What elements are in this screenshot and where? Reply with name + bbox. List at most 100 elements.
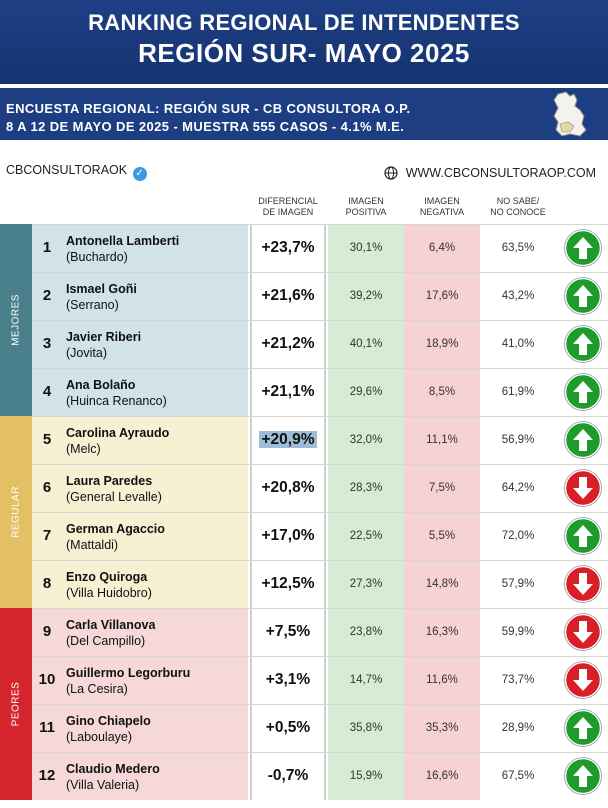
rank-number: 9 xyxy=(42,623,52,640)
mayor-name: German Agaccio xyxy=(66,522,165,536)
group-band-regular xyxy=(0,416,32,608)
rank-number: 1 xyxy=(42,239,52,256)
mayor-name: Guillermo Legorburu xyxy=(66,666,191,680)
row-background xyxy=(32,704,248,752)
row-separator xyxy=(32,656,608,657)
image-differential: +21,1% xyxy=(250,368,326,416)
brand-handle: CBCONSULTORAOK ✓ xyxy=(6,163,147,181)
row-background xyxy=(32,656,248,704)
col-header-diff-line2: DE IMAGEN xyxy=(262,207,314,217)
trend-up-arrow-icon xyxy=(564,325,602,363)
table-row: 8 Enzo Quiroga (Villa Huidobro) +12,5% 27,3%… xyxy=(32,560,608,608)
dont-know: 72,0% xyxy=(480,512,556,560)
col-header-pos: IMAGEN POSITIVA xyxy=(328,196,404,218)
group-label: REGULAR xyxy=(0,416,32,608)
image-differential-value: +21,1% xyxy=(261,383,315,400)
negative-image: 7,5% xyxy=(404,464,480,512)
negative-image: 11,6% xyxy=(404,656,480,704)
positive-image: 40,1% xyxy=(328,320,404,368)
negative-image: 17,6% xyxy=(404,272,480,320)
image-differential: +3,1% xyxy=(250,656,326,704)
row-background xyxy=(32,560,248,608)
rank-number: 11 xyxy=(39,719,55,736)
mayor-town: (Villa Valeria) xyxy=(66,778,140,792)
row-background xyxy=(32,224,248,272)
col-header-pos-line2: POSITIVA xyxy=(345,207,387,217)
negative-image: 8,5% xyxy=(404,368,480,416)
col-header-ns-line1: NO SABE/ xyxy=(496,196,540,206)
rank-number: 4 xyxy=(42,383,52,400)
image-differential: +0,5% xyxy=(250,704,326,752)
rank-number: 3 xyxy=(42,335,52,352)
dont-know: 67,5% xyxy=(480,752,556,800)
positive-image: 29,6% xyxy=(328,368,404,416)
negative-image: 5,5% xyxy=(404,512,480,560)
row-separator xyxy=(32,320,608,321)
rank-number: 2 xyxy=(42,287,52,304)
survey-title: ENCUESTA REGIONAL: REGIÓN SUR - CB CONSU… xyxy=(6,101,411,116)
row-background xyxy=(32,272,248,320)
table-row: 6 Laura Paredes (General Levalle) +20,8% 28,… xyxy=(32,464,608,512)
dont-know: 64,2% xyxy=(480,464,556,512)
trend-up-arrow-icon xyxy=(564,373,602,411)
negative-image: 6,4% xyxy=(404,224,480,272)
negative-image: 16,3% xyxy=(404,608,480,656)
table-row: 4 Ana Bolaño (Huinca Renanco) +21,1% 29,6% 8,… xyxy=(32,368,608,416)
trend-down-arrow-icon xyxy=(564,565,602,603)
brand-website: WWW.CBCONSULTORAOP.COM xyxy=(384,166,596,180)
group-label-text: REGULAR xyxy=(10,486,22,538)
mayor-town: (Laboulaye) xyxy=(66,730,133,744)
dont-know: 63,5% xyxy=(480,224,556,272)
trend-up-arrow-icon xyxy=(564,421,602,459)
image-differential-value: +12,5% xyxy=(261,575,315,592)
row-separator xyxy=(32,464,608,465)
mayor-town: (General Levalle) xyxy=(66,490,162,504)
table-row: 10 Guillermo Legorburu (La Cesira) +3,1% 14,… xyxy=(32,656,608,704)
dont-know: 61,9% xyxy=(480,368,556,416)
mayor-town: (Buchardo) xyxy=(66,250,128,264)
image-differential-value: +20,9% xyxy=(259,431,317,448)
rank-number: 12 xyxy=(38,767,56,784)
col-header-diff-line1: DIFERENCIAL xyxy=(258,196,318,206)
col-header-ns: NO SABE/ NO CONOCE xyxy=(480,196,556,218)
positive-image: 27,3% xyxy=(328,560,404,608)
row-separator xyxy=(32,272,608,273)
positive-image: 22,5% xyxy=(328,512,404,560)
image-differential-value: +20,8% xyxy=(261,479,315,496)
image-differential: -0,7% xyxy=(250,752,326,800)
mayor-name: Antonella Lamberti xyxy=(66,234,180,248)
negative-image: 14,8% xyxy=(404,560,480,608)
image-differential: +17,0% xyxy=(250,512,326,560)
mayor-name: Claudio Medero xyxy=(66,762,160,776)
image-differential: +12,5% xyxy=(250,560,326,608)
table-row: 2 Ismael Goñi (Serrano) +21,6% 39,2% 17,6% 43,… xyxy=(32,272,608,320)
row-separator xyxy=(32,416,608,417)
positive-image: 14,7% xyxy=(328,656,404,704)
image-differential: +20,8% xyxy=(250,464,326,512)
mayor-name: Enzo Quiroga xyxy=(66,570,148,584)
mayor-town: (La Cesira) xyxy=(66,682,128,696)
survey-info-banner: ENCUESTA REGIONAL: REGIÓN SUR - CB CONSU… xyxy=(0,88,608,140)
col-header-neg-line2: NEGATIVA xyxy=(419,207,465,217)
mayor-town: (Mattaldi) xyxy=(66,538,119,552)
trend-down-arrow-icon xyxy=(564,469,602,507)
row-background xyxy=(32,512,248,560)
row-background xyxy=(32,368,248,416)
image-differential-value: +3,1% xyxy=(265,671,311,688)
mayor-name: Ismael Goñi xyxy=(66,282,137,296)
mayor-town: (Jovita) xyxy=(66,346,107,360)
rank-number: 10 xyxy=(38,671,56,688)
group-label-text: MEJORES xyxy=(10,294,22,346)
col-header-ns-line2: NO CONOCE xyxy=(490,207,546,217)
title-line-1: RANKING REGIONAL DE INTENDENTES xyxy=(88,10,520,35)
province-map-icon xyxy=(553,91,587,137)
negative-image: 35,3% xyxy=(404,704,480,752)
dont-know: 43,2% xyxy=(480,272,556,320)
mayor-name: Javier Riberi xyxy=(66,330,142,344)
col-header-neg: IMAGEN NEGATIVA xyxy=(404,196,480,218)
positive-image: 32,0% xyxy=(328,416,404,464)
image-differential-value: +21,2% xyxy=(261,335,315,352)
col-header-diff: DIFERENCIAL DE IMAGEN xyxy=(250,196,326,218)
image-differential-value: +21,6% xyxy=(261,287,315,304)
table-row: 7 German Agaccio (Mattaldi) +17,0% 22,5% 5,5%… xyxy=(32,512,608,560)
